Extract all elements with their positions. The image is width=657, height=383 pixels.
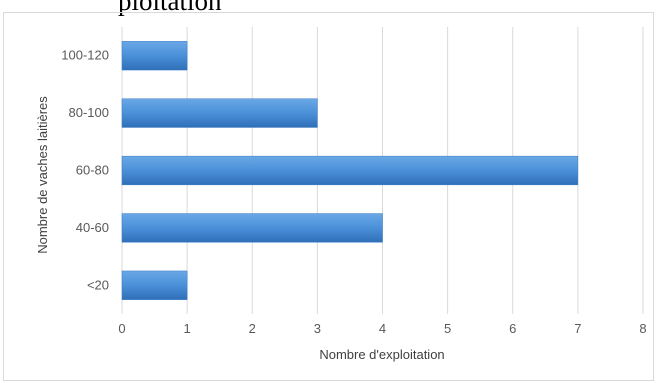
y-tick-labels: <20 40-60 60-80 80-100 100-120 bbox=[61, 48, 109, 293]
x-tick-labels: 0 1 2 3 4 5 6 7 8 bbox=[118, 321, 646, 336]
y-tick-label: <20 bbox=[87, 277, 109, 292]
y-tick-label: 40-60 bbox=[76, 220, 109, 235]
bar-40-60 bbox=[121, 213, 383, 243]
x-tick-label: 1 bbox=[184, 321, 191, 336]
x-tick-label: 5 bbox=[444, 321, 451, 336]
bar-<20 bbox=[121, 270, 188, 300]
x-tick-label: 0 bbox=[118, 321, 125, 336]
x-tick-label: 6 bbox=[509, 321, 516, 336]
x-tick-label: 8 bbox=[639, 321, 646, 336]
bar-80-100 bbox=[121, 98, 318, 128]
y-tick-label: 80-100 bbox=[69, 105, 109, 120]
chart-frame bbox=[3, 12, 654, 381]
x-tick-label: 7 bbox=[574, 321, 581, 336]
bar-100-120 bbox=[121, 41, 188, 71]
bars bbox=[121, 41, 579, 300]
x-axis-title: Nombre d'exploitation bbox=[319, 347, 444, 362]
y-tick-label: 60-80 bbox=[76, 163, 109, 178]
y-tick-label: 100-120 bbox=[61, 48, 109, 63]
y-axis-title: Nombre de vaches laitières bbox=[35, 96, 50, 254]
x-tick-label: 2 bbox=[249, 321, 256, 336]
bar-60-80 bbox=[121, 155, 579, 186]
x-tick-label: 3 bbox=[314, 321, 321, 336]
x-tick-label: 4 bbox=[379, 321, 386, 336]
